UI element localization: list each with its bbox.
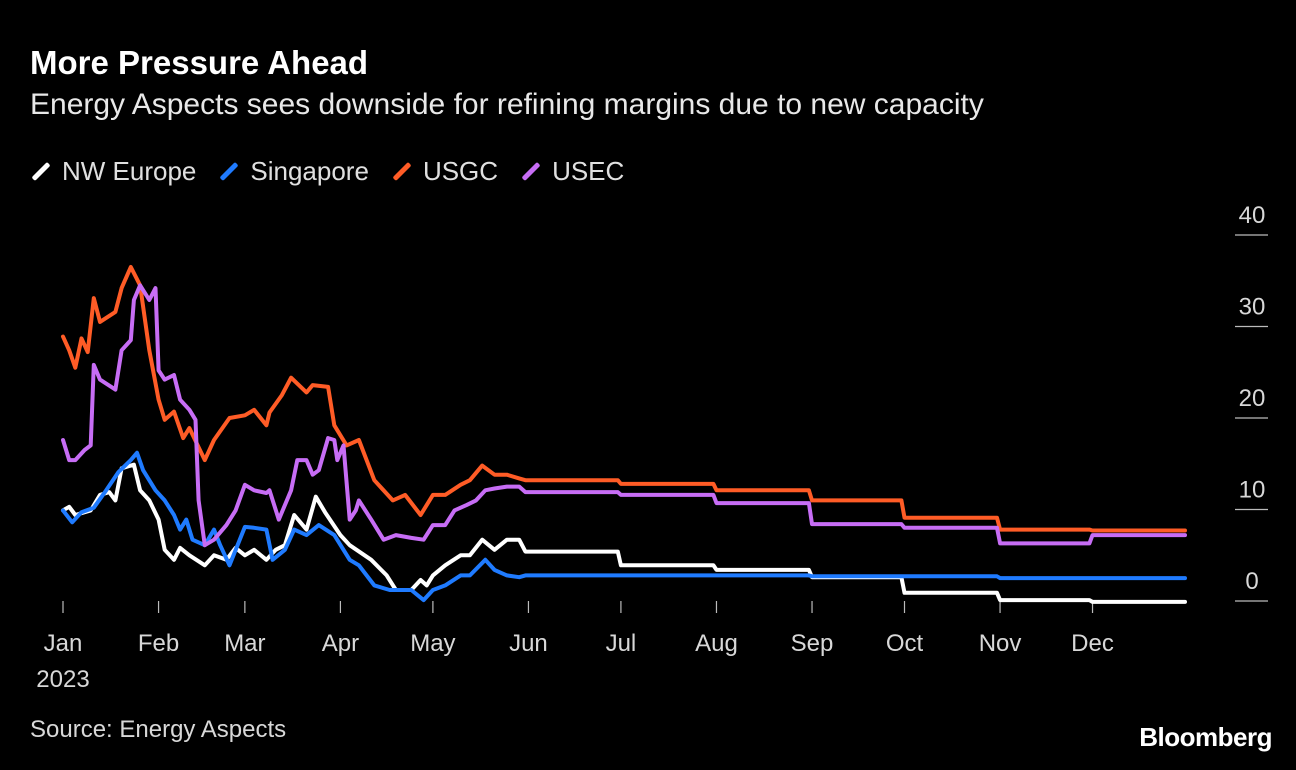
y-axis: 0 10 20 30 40 — [1235, 202, 1268, 602]
legend-item: Singapore — [218, 156, 369, 187]
series-lines — [61, 265, 1187, 604]
legend-item: NW Europe — [30, 156, 196, 187]
y-tick-label: 30 — [1239, 294, 1266, 321]
x-tick-label: May — [410, 630, 455, 657]
legend: NW Europe Singapore USGC USEC — [30, 156, 624, 187]
x-tick-label: Apr — [322, 630, 359, 657]
x-tick-label: Jun — [509, 630, 548, 657]
legend-item: USEC — [520, 156, 624, 187]
chart-title: More Pressure Ahead — [30, 44, 369, 81]
legend-label: Singapore — [250, 156, 369, 186]
y-tick-label: 0 — [1245, 568, 1258, 595]
x-tick-label: Dec — [1071, 630, 1114, 657]
series-line-usgc — [61, 265, 1187, 533]
series-line-usec — [61, 283, 1187, 548]
x-tick-label: Jul — [606, 630, 637, 657]
series-line-nw-europe — [61, 462, 1187, 604]
x-tick-label: Aug — [695, 630, 738, 657]
chart-subtitle: Energy Aspects sees downside for refinin… — [30, 88, 984, 121]
series-line-singapore — [61, 450, 1187, 603]
x-tick-label: Nov — [979, 630, 1022, 657]
y-tick-label: 40 — [1239, 202, 1266, 229]
x-tick-label: Jan — [44, 630, 83, 657]
legend-label: USEC — [552, 156, 625, 186]
source-note: Source: Energy Aspects — [30, 716, 287, 743]
x-axis: Jan 2023 Feb Mar Apr May Jun Jul Aug Sep Oct Nov Dec — [36, 601, 1114, 693]
legend-label: USGC — [422, 156, 499, 186]
x-tick-sublabel: 2023 — [36, 666, 89, 693]
y-tick-label: 20 — [1239, 385, 1266, 412]
y-tick-label: 10 — [1239, 477, 1266, 504]
legend-item: USGC — [391, 156, 498, 187]
bloomberg-logo: Bloomberg — [1139, 722, 1272, 752]
legend-label: NW Europe — [62, 156, 197, 186]
x-tick-label: Mar — [224, 630, 265, 657]
x-tick-label: Feb — [138, 630, 179, 657]
x-tick-label: Oct — [886, 630, 924, 657]
x-tick-label: Sep — [791, 630, 834, 657]
